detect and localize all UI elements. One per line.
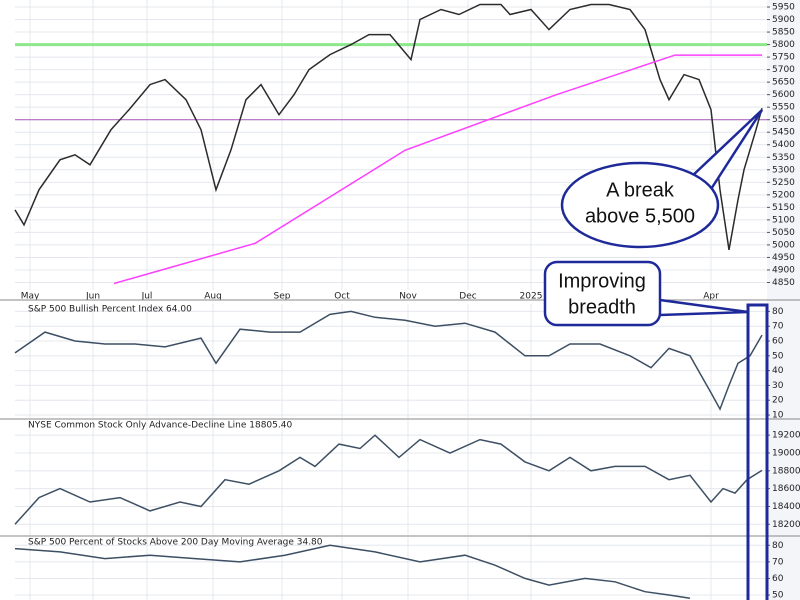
- data-line: [14, 3, 763, 251]
- y-tick-label: 18400: [772, 502, 800, 512]
- y-tick-label: 5350: [772, 153, 795, 163]
- y-tick-label: 30: [772, 381, 784, 391]
- y-tick-label: 80: [772, 307, 784, 317]
- y-tick-label: 5050: [772, 228, 795, 238]
- y-tick-label: 70: [772, 322, 784, 332]
- y-tick-label: 80: [772, 541, 784, 551]
- y-tick-label: 5250: [772, 178, 795, 188]
- y-tick-label: 5950: [772, 3, 795, 13]
- y-tick-label: 19200: [772, 431, 800, 441]
- callout-pointer: [689, 109, 764, 201]
- x-tick-label: May: [21, 292, 40, 302]
- y-tick-label: 5100: [772, 215, 795, 225]
- data-line: [14, 434, 763, 525]
- y-tick-label: 60: [772, 337, 784, 347]
- callout-bubble: [560, 161, 720, 249]
- y-tick-label: 50: [772, 351, 784, 361]
- data-line: [14, 310, 763, 411]
- y-tick-label: 5850: [772, 28, 795, 38]
- y-tick-label: 5800: [772, 40, 795, 50]
- callout-text: breadth: [568, 296, 636, 318]
- y-tick-label: 5700: [772, 65, 795, 75]
- y-tick-label: 5300: [772, 165, 795, 175]
- y-tick-label: 18200: [772, 520, 800, 530]
- panel-title: S&P 500 Percent of Stocks Above 200 Day …: [28, 538, 323, 548]
- x-tick-label: Apr: [703, 292, 719, 302]
- y-tick-label: 50: [772, 591, 784, 600]
- y-tick-label: 5150: [772, 203, 795, 213]
- y-tick-label: 5000: [772, 240, 795, 250]
- y-tick-label: 4850: [772, 278, 795, 288]
- y-tick-label: 4950: [772, 253, 795, 263]
- x-tick-label: Sep: [274, 292, 291, 302]
- y-tick-label: 5900: [772, 15, 795, 25]
- x-tick-label: 2025: [520, 292, 543, 302]
- y-tick-label: 40: [772, 366, 784, 376]
- y-tick-label: 5200: [772, 190, 795, 200]
- callout-pointer: [659, 298, 749, 317]
- callout-box: [543, 260, 662, 327]
- y-tick-label: 20: [772, 396, 784, 406]
- x-tick-label: Oct: [334, 292, 350, 302]
- y-tick-label: 5450: [772, 128, 795, 138]
- y-tick-label: 5500: [772, 115, 795, 125]
- x-tick-label: Jun: [85, 292, 100, 302]
- y-tick-label: 19000: [772, 448, 800, 458]
- panel-title: NYSE Common Stock Only Advance-Decline L…: [28, 421, 292, 431]
- y-tick-label: 5550: [772, 103, 795, 113]
- y-tick-label: 10: [772, 411, 784, 421]
- callout-text: A break: [606, 179, 675, 201]
- x-tick-label: Nov: [399, 292, 417, 302]
- y-tick-label: 5400: [772, 140, 795, 150]
- callout-text: Improving: [558, 270, 646, 292]
- x-tick-label: Aug: [204, 292, 222, 302]
- y-tick-label: 70: [772, 557, 784, 567]
- y-tick-label: 18600: [772, 484, 800, 494]
- callout-text: above 5,500: [585, 205, 695, 227]
- x-tick-label: Jul: [141, 292, 153, 302]
- data-line: [113, 54, 762, 285]
- y-tick-label: 4900: [772, 265, 795, 275]
- y-tick-label: 18800: [772, 466, 800, 476]
- panel-title: S&P 500 Bullish Percent Index 64.00: [28, 305, 192, 315]
- y-tick-label: 5600: [772, 90, 795, 100]
- y-tick-label: 60: [772, 574, 784, 584]
- x-tick-label: Dec: [459, 292, 476, 302]
- y-tick-label: 5650: [772, 78, 795, 88]
- y-tick-label: 5750: [772, 53, 795, 63]
- highlight-box: [746, 303, 769, 600]
- data-line: [14, 544, 691, 600]
